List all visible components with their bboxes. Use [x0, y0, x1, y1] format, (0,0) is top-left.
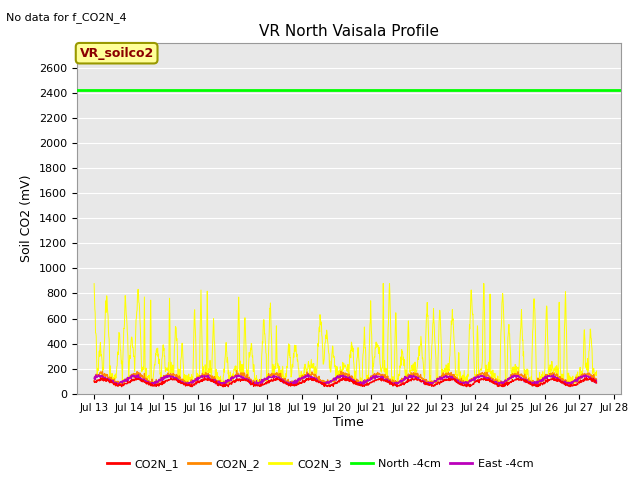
Y-axis label: Soil CO2 (mV): Soil CO2 (mV) — [20, 175, 33, 262]
Text: VR_soilco2: VR_soilco2 — [79, 47, 154, 60]
Title: VR North Vaisala Profile: VR North Vaisala Profile — [259, 24, 439, 39]
Text: No data for f_CO2N_4: No data for f_CO2N_4 — [6, 12, 127, 23]
Legend: CO2N_1, CO2N_2, CO2N_3, North -4cm, East -4cm: CO2N_1, CO2N_2, CO2N_3, North -4cm, East… — [102, 455, 538, 474]
X-axis label: Time: Time — [333, 416, 364, 429]
